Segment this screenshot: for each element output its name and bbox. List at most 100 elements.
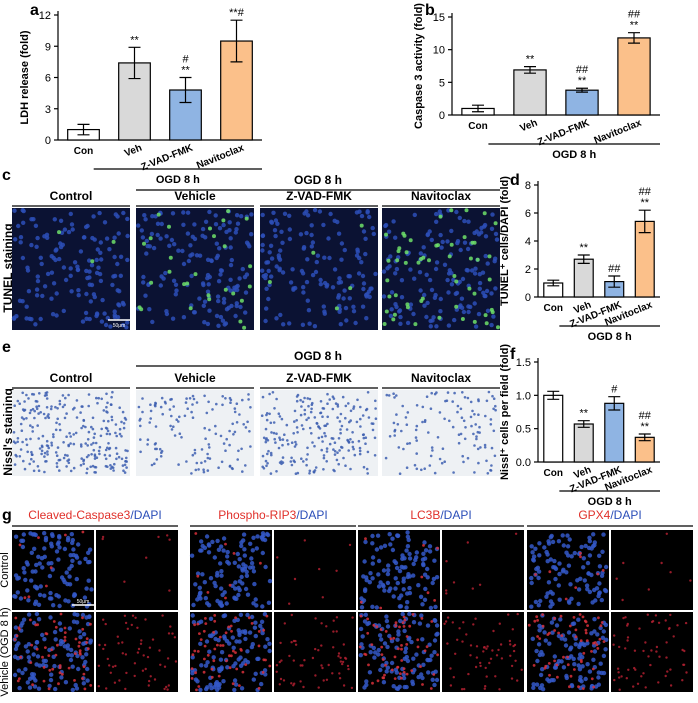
cell-dot [247,616,251,620]
cell-dot [362,685,367,690]
cell-dot [72,442,76,446]
cell-dot [108,432,112,436]
cell-dot [216,323,221,328]
cell-dot [262,628,266,632]
cell-dot [76,293,81,298]
cell-dot [203,426,206,430]
cell-dot [47,446,50,450]
cell-dot [583,619,587,623]
cell-dot [462,621,465,624]
cell-dot [431,576,437,582]
cell-dot [35,235,40,241]
cell-dot [123,614,127,617]
cell-dot [328,211,333,217]
cell-dot [196,622,200,626]
cell-dot [535,565,541,570]
cell-dot [551,678,556,683]
cell-dot [63,626,67,630]
cell-dot [206,293,211,298]
cell-dot [215,402,218,406]
cell-dot [537,541,542,546]
cell-dot [167,269,172,274]
cell-dot [664,674,667,678]
cell-dot [473,471,476,474]
cell-dot [464,426,467,429]
cell-dot [50,312,56,317]
cell-dot [37,536,40,539]
cell-dot [105,687,108,690]
cell-dot [275,432,278,436]
cell-dot [317,425,321,429]
cell-dot [338,672,341,675]
cell-dot [482,224,487,229]
image-bg [611,612,693,692]
cell-dot [112,235,117,240]
cell-dot [470,240,475,245]
cell-dot [402,667,406,670]
cell-dot [290,456,293,460]
cell-dot [207,308,212,313]
cell-dot [467,286,472,291]
cell-dot [21,440,24,444]
cell-dot [509,654,512,657]
cell-dot [597,616,600,620]
cell-dot [238,684,241,687]
cell-dot [257,686,261,690]
cell-dot [475,645,479,648]
cell-dot [87,614,92,619]
cell-dot [153,403,157,407]
cell-dot [247,244,252,249]
cell-dot [281,322,286,327]
cell-dot [320,644,323,647]
cell-dot [32,546,37,551]
cell-dot [148,236,153,241]
cell-dot [339,660,343,663]
cell-dot [210,667,214,671]
cell-dot [42,531,47,536]
cell-dot [242,547,247,552]
cell-dot [106,401,109,405]
cell-dot [492,629,495,633]
y-tick-label: 15 [433,12,445,24]
cell-dot [78,249,84,254]
group-label: OGD 8 h [552,149,596,161]
cell-dot [459,407,463,411]
cell-dot [538,598,543,604]
cell-dot [65,581,70,587]
cell-dot [573,642,578,647]
cell-dot [213,647,217,651]
cell-dot [456,638,459,641]
cell-dot [664,619,667,622]
cell-dot [218,314,224,320]
cell-dot [171,278,177,283]
cell-dot [483,293,488,299]
cell-dot [221,218,226,223]
cell-dot [665,656,668,659]
cell-dot [235,421,239,424]
cell-dot [207,649,212,654]
cell-dot [243,586,249,592]
cell-dot [75,264,80,269]
cell-dot [565,544,571,549]
cell-dot [265,464,268,468]
cell-dot [240,266,245,272]
cell-dot [118,273,124,278]
cell-dot [257,644,261,648]
cell-dot [433,604,438,610]
cell-dot [70,687,76,693]
cell-dot [83,310,89,316]
cell-dot [48,615,53,620]
cell-dot [142,654,145,657]
cell-dot [124,653,128,656]
cell-dot [371,681,374,685]
cell-dot [534,648,539,654]
cell-dot [57,535,62,540]
cell-dot [13,638,17,641]
cell-dot [655,650,658,653]
cell-dot [191,653,195,657]
cell-dot [516,612,519,616]
cell-dot [251,535,256,540]
cell-dot [20,429,24,433]
cell-dot [200,572,205,577]
cell-dot [216,298,221,304]
